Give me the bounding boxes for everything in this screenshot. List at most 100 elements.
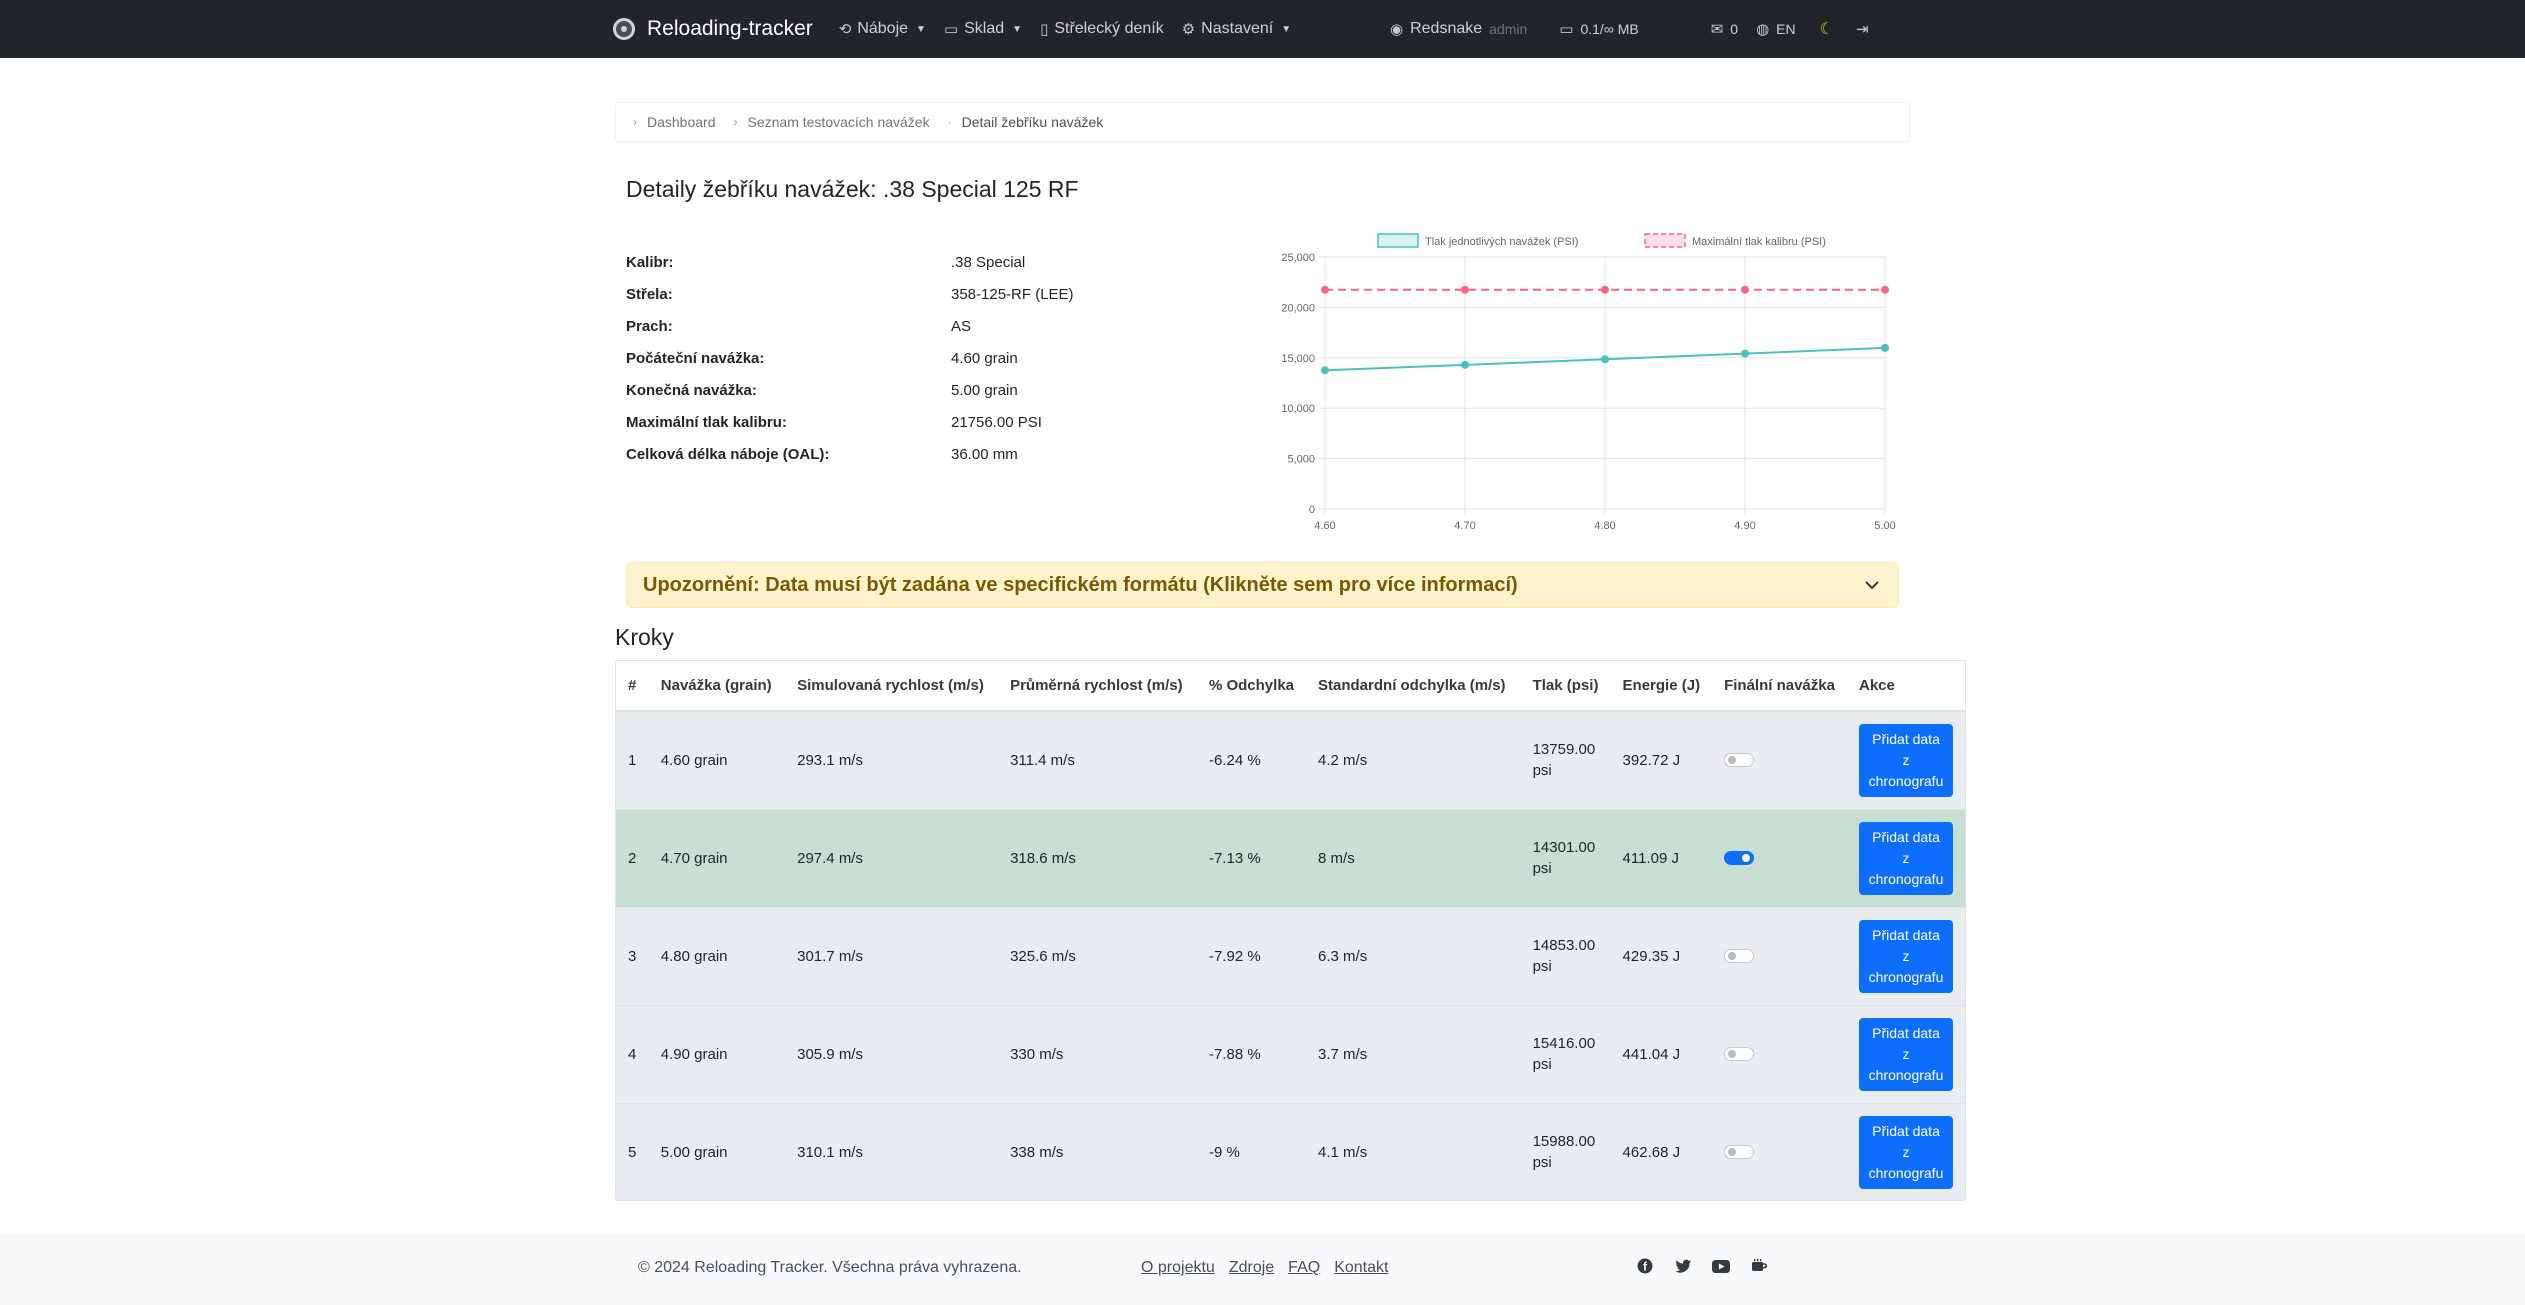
add-chronograph-data-button[interactable]: Přidat data z chronografu — [1859, 821, 1953, 895]
series-1-point — [1881, 343, 1889, 352]
final-charge-toggle[interactable] — [1724, 1145, 1755, 1160]
nav-item-label: Sklad — [964, 20, 1005, 37]
breadcrumb-item-list[interactable]: › Seznam testovacích navážek — [734, 114, 930, 130]
add-chronograph-data-button[interactable]: Přidat data z chronografu — [1859, 1115, 1953, 1189]
x-tick-label: 4.80 — [1594, 520, 1615, 532]
brand-link[interactable]: Reloading-tracker — [613, 17, 813, 41]
button-line: chronografu — [1868, 1164, 1944, 1181]
add-chronograph-data-button[interactable]: Přidat data z chronografu — [1859, 1017, 1953, 1091]
cell-deviation: -6.24 % — [1208, 751, 1261, 769]
messages-count: 0 — [1730, 21, 1739, 37]
nav-item-label: Náboje — [857, 20, 909, 37]
cell-final — [1712, 711, 1847, 809]
series-2-point — [1741, 285, 1749, 294]
coffee-icon[interactable] — [1750, 1257, 1768, 1275]
cell-avg-velocity: 325.6 m/s — [1010, 947, 1076, 965]
x-tick-label: 4.60 — [1314, 520, 1335, 532]
button-line: Přidat data — [1872, 730, 1940, 747]
pressure-value: 14853.00 — [1532, 937, 1596, 954]
twitter-icon[interactable] — [1674, 1257, 1692, 1275]
detail-row-strela: Střela: 358-125-RF (LEE) — [626, 278, 1186, 310]
facebook-icon[interactable]: f — [1636, 1257, 1654, 1275]
steps-title: Kroky — [615, 624, 674, 650]
cell-pressure: 13759.00 psi — [1521, 711, 1611, 809]
cell-charge: 4.60 grain — [660, 751, 728, 769]
pressure-value: 14301.00 — [1532, 839, 1596, 856]
col-header-avg-velocity: Průměrná rychlost (m/s) — [1010, 677, 1183, 694]
pressure-value: 15416.00 — [1532, 1035, 1596, 1052]
youtube-icon[interactable] — [1712, 1257, 1730, 1275]
cell-sim-velocity: 305.9 m/s — [797, 1045, 863, 1063]
cell-index: 2 — [628, 849, 637, 867]
cell-charge: 4.70 grain — [660, 849, 728, 867]
footer-link-sources[interactable]: Zdroje — [1228, 1259, 1275, 1276]
col-header-energy: Energie (J) — [1622, 677, 1701, 694]
series-2-point — [1881, 285, 1889, 294]
button-line: Přidat data — [1872, 926, 1940, 943]
add-chronograph-data-button[interactable]: Přidat data z chronografu — [1859, 723, 1953, 797]
pressure-value: 15988.00 — [1532, 1133, 1596, 1151]
globe-icon: ◍ — [1756, 21, 1770, 38]
chevron-down-icon — [1865, 581, 1879, 590]
footer-link-faq[interactable]: FAQ — [1288, 1259, 1321, 1276]
table-row: 1 4.60 grain 293.1 m/s 311.4 m/s -6.24 %… — [616, 711, 1965, 809]
cell-index: 3 — [628, 947, 637, 965]
final-charge-toggle[interactable] — [1724, 753, 1755, 768]
y-tick-label: 0 — [1309, 504, 1315, 516]
cell-sim-velocity: 293.1 m/s — [797, 751, 863, 769]
series-2-point — [1321, 285, 1329, 294]
table-row: 2 4.70 grain 297.4 m/s 318.6 m/s -7.13 %… — [616, 809, 1965, 907]
nav-item-label: Střelecký deník — [1054, 20, 1164, 37]
final-charge-toggle[interactable] — [1724, 851, 1755, 865]
nav-item-naboje[interactable]: ⟲ Náboje ▼ — [839, 20, 926, 38]
steps-table-container: # Navážka (grain) Simulovaná rychlost (m… — [615, 660, 1966, 1201]
cell-final — [1712, 907, 1847, 1005]
col-header-sim-velocity: Simulovaná rychlost (m/s) — [797, 677, 984, 694]
detail-row-max-tlak: Maximální tlak kalibru: 21756.00 PSI — [626, 406, 1186, 438]
cell-index: 1 — [628, 751, 637, 769]
language-switch[interactable]: ◍ EN — [1756, 20, 1796, 38]
cell-avg-velocity: 311.4 m/s — [1010, 751, 1075, 769]
messages-link[interactable]: ✉ 0 — [1711, 20, 1738, 38]
button-line: z — [1902, 1045, 1910, 1062]
theme-toggle[interactable]: ☾ — [1820, 19, 1834, 39]
cell-avg-velocity: 318.6 m/s — [1010, 849, 1076, 867]
breadcrumb-label: Dashboard — [647, 114, 716, 130]
breadcrumb-item-dashboard[interactable]: › Dashboard — [633, 114, 716, 130]
footer-links: O projektu Zdroje FAQ Kontakt — [1141, 1259, 1388, 1277]
nav-item-nastaveni[interactable]: ⚙ Nastavení ▼ — [1182, 20, 1291, 38]
caret-down-icon: ▼ — [1281, 23, 1292, 35]
brand-name: Reloading-tracker — [647, 17, 813, 40]
table-header-row: # Navážka (grain) Simulovaná rychlost (m… — [616, 661, 1965, 711]
cell-sim-velocity: 301.7 m/s — [797, 947, 863, 965]
pressure-unit: psi — [1532, 1154, 1552, 1172]
detail-label: Maximální tlak kalibru: — [626, 413, 787, 431]
final-charge-toggle[interactable] — [1724, 949, 1755, 963]
x-tick-label: 4.90 — [1734, 520, 1755, 532]
y-tick-label: 20,000 — [1281, 302, 1315, 314]
format-warning-alert[interactable]: Upozornění: Data musí být zadána ve spec… — [626, 562, 1899, 608]
col-header-std-dev: Standardní odchylka (m/s) — [1318, 677, 1506, 694]
gear-icon: ⚙ — [1181, 21, 1196, 38]
detail-row-prach: Prach: AS — [626, 310, 1186, 342]
detail-label: Konečná navážka: — [626, 381, 757, 399]
footer-social-icons: f — [1636, 1257, 1768, 1275]
user-menu[interactable]: ◉ Redsnake admin — [1390, 20, 1527, 38]
cell-sim-velocity: 310.1 m/s — [797, 1143, 863, 1161]
button-line: Přidat data — [1872, 1122, 1940, 1139]
pressure-chart-svg: 0 5,000 10,000 15,000 20,000 25,000 4.60 4.70 4.… — [1281, 233, 1896, 532]
logout-button[interactable]: ⇥ — [1856, 20, 1869, 38]
footer-link-contact[interactable]: Kontakt — [1334, 1259, 1389, 1276]
final-charge-toggle[interactable] — [1724, 1047, 1755, 1061]
detail-value: 36.00 mm — [951, 445, 1018, 463]
cell-pressure: 14301.00 psi — [1521, 809, 1611, 907]
footer-link-about[interactable]: O projektu — [1141, 1259, 1215, 1276]
nav-item-strelecky-denik[interactable]: ▯ Střelecký deník — [1040, 20, 1164, 38]
detail-row-kalibr: Kalibr: .38 Special — [626, 246, 1186, 278]
dot-icon: · — [947, 115, 952, 129]
nav-item-sklad[interactable]: ▭ Sklad ▼ — [944, 20, 1022, 38]
legend-swatch — [1377, 233, 1419, 248]
add-chronograph-data-button[interactable]: Přidat data z chronografu — [1859, 919, 1953, 993]
cell-std-dev: 6.3 m/s — [1318, 947, 1368, 965]
detail-row-oal: Celková délka náboje (OAL): 36.00 mm — [626, 438, 1186, 470]
